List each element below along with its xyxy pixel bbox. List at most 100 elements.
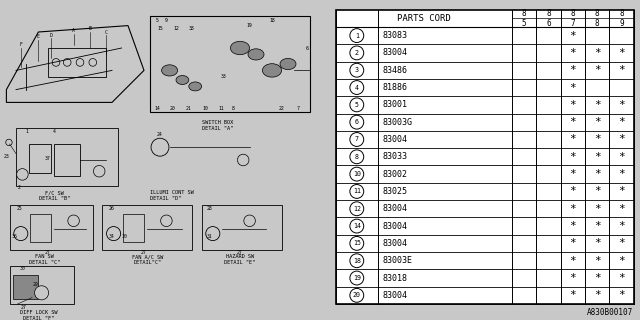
Text: *: *: [594, 238, 600, 248]
Circle shape: [237, 154, 249, 166]
Text: 11: 11: [218, 106, 223, 111]
Text: 18: 18: [353, 258, 361, 264]
Text: *: *: [594, 117, 600, 127]
Circle shape: [151, 138, 169, 156]
Circle shape: [93, 165, 105, 177]
Text: 12: 12: [173, 26, 179, 31]
Text: 33: 33: [221, 74, 227, 79]
Text: 10: 10: [353, 171, 361, 177]
Text: 1: 1: [355, 33, 359, 39]
Text: 5: 5: [355, 102, 359, 108]
Text: *: *: [618, 134, 625, 145]
Text: 14: 14: [154, 106, 159, 111]
Text: *: *: [594, 48, 600, 58]
Text: 18: 18: [269, 18, 275, 23]
Text: 20: 20: [170, 106, 175, 111]
Text: 83025: 83025: [383, 187, 408, 196]
Text: 19: 19: [353, 275, 361, 281]
Text: 23: 23: [4, 154, 9, 159]
Text: 12: 12: [353, 206, 361, 212]
Circle shape: [350, 132, 364, 147]
Text: *: *: [618, 273, 625, 283]
Circle shape: [63, 59, 71, 66]
Text: *: *: [594, 187, 600, 196]
Text: *: *: [594, 221, 600, 231]
Text: F/C SW
DETAIL "B": F/C SW DETAIL "B": [39, 190, 70, 201]
Ellipse shape: [262, 64, 282, 77]
Text: 10: 10: [202, 106, 207, 111]
Circle shape: [350, 288, 364, 302]
Text: 83004: 83004: [383, 291, 408, 300]
Text: 83033: 83033: [383, 152, 408, 161]
Text: *: *: [570, 83, 576, 92]
Text: 31: 31: [207, 234, 212, 239]
Circle shape: [52, 59, 60, 66]
Text: 4: 4: [355, 84, 359, 91]
Text: 8: 8: [595, 19, 600, 28]
Bar: [31, 214, 51, 242]
Circle shape: [14, 227, 28, 241]
Text: 83004: 83004: [383, 239, 408, 248]
Text: 27: 27: [141, 250, 147, 255]
Circle shape: [350, 185, 364, 198]
Text: 83004: 83004: [383, 204, 408, 213]
Text: 38: 38: [189, 26, 195, 31]
Circle shape: [161, 215, 172, 227]
Circle shape: [350, 271, 364, 285]
Text: *: *: [570, 256, 576, 266]
Circle shape: [89, 59, 97, 66]
Text: A830B00107: A830B00107: [588, 308, 634, 317]
Text: 6: 6: [306, 45, 308, 51]
Text: *: *: [618, 256, 625, 266]
Text: *: *: [570, 221, 576, 231]
Circle shape: [6, 139, 12, 146]
Text: 27: 27: [45, 250, 51, 255]
Ellipse shape: [280, 58, 296, 69]
Text: 83486: 83486: [383, 66, 408, 75]
Text: *: *: [570, 290, 576, 300]
Text: 15: 15: [157, 26, 163, 31]
Text: SWITCH BOX
DETAIL "A": SWITCH BOX DETAIL "A": [202, 120, 233, 131]
Text: 25: 25: [17, 205, 22, 211]
Text: 3: 3: [355, 67, 359, 73]
Text: 15: 15: [353, 240, 361, 246]
Text: 8: 8: [595, 9, 600, 18]
Text: HAZARD SW
DETAIL "E": HAZARD SW DETAIL "E": [225, 254, 255, 265]
Text: ILLUMI CONT SW
DETAIL "D": ILLUMI CONT SW DETAIL "D": [150, 190, 194, 201]
Circle shape: [206, 227, 220, 241]
Text: *: *: [570, 117, 576, 127]
Text: 2: 2: [18, 185, 20, 190]
Text: 30: 30: [122, 234, 127, 239]
Text: 83018: 83018: [383, 274, 408, 283]
Circle shape: [35, 286, 49, 300]
Text: *: *: [570, 134, 576, 145]
Text: 2: 2: [355, 50, 359, 56]
Text: 8: 8: [232, 106, 235, 111]
Text: 1: 1: [26, 129, 29, 134]
Circle shape: [350, 202, 364, 216]
Text: 83004: 83004: [383, 221, 408, 231]
Circle shape: [106, 227, 120, 241]
Text: C: C: [104, 29, 107, 35]
Text: A: A: [72, 28, 75, 33]
Text: 7: 7: [296, 106, 299, 111]
Bar: [123, 214, 144, 242]
Circle shape: [350, 98, 364, 112]
Circle shape: [68, 215, 79, 227]
Text: D: D: [50, 33, 52, 38]
Text: *: *: [594, 169, 600, 179]
Text: 22: 22: [279, 106, 284, 111]
Text: *: *: [618, 48, 625, 58]
Circle shape: [350, 115, 364, 129]
Text: 30: 30: [20, 266, 25, 271]
Text: 4: 4: [53, 129, 56, 134]
Circle shape: [350, 254, 364, 268]
Text: *: *: [570, 65, 576, 75]
Text: DIFF LOCK SW
DETAIL "F": DIFF LOCK SW DETAIL "F": [20, 310, 57, 320]
Text: *: *: [594, 290, 600, 300]
Bar: [29, 144, 51, 173]
Text: 20: 20: [353, 292, 361, 298]
Bar: [10, 205, 93, 250]
Text: 7: 7: [570, 19, 575, 28]
Text: *: *: [570, 100, 576, 110]
